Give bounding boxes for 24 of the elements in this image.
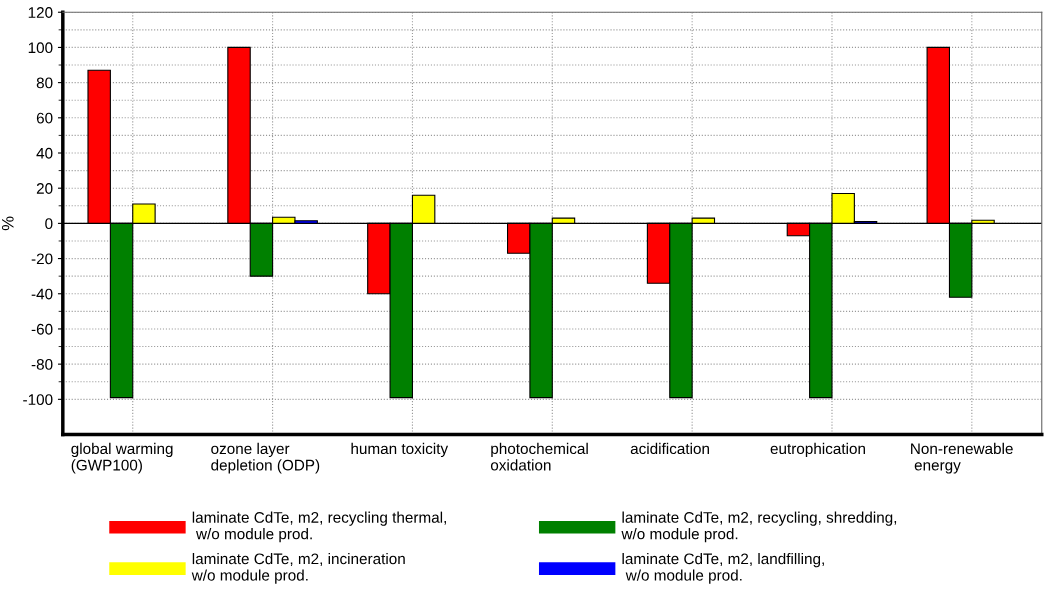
x-tick-label: photochemical oxidation: [490, 442, 588, 471]
x-tick-label: Non-renewable energy: [911, 442, 1013, 474]
y-tick-label: 60: [36, 112, 53, 124]
legend-label: laminate CdTe, m2, recycling, shredding, w/o module prod.: [621, 511, 897, 543]
x-tick-label: human toxicity: [351, 442, 449, 458]
y-tick-label: 0: [45, 218, 53, 230]
legend-label: laminate CdTe, m2, landfilling, w/o module prod.: [622, 553, 824, 584]
legend-label: laminate CdTe, m2, incineration w/o module prod.: [191, 553, 405, 584]
legend-label: laminate CdTe, m2, recycling thermal, w/o module prod.: [192, 511, 446, 543]
y-tick-label: -100: [23, 394, 53, 406]
x-tick-label: ozone layer depletion (ODP): [211, 442, 320, 474]
x-tick-label: acidification: [630, 442, 709, 455]
y-tick-label: -80: [31, 359, 53, 370]
y-tick-label: 100: [28, 42, 53, 54]
y-tick-label: -60: [31, 323, 53, 335]
x-tick-label: global warming (GWP100): [71, 442, 173, 474]
y-tick-label: 80: [36, 77, 53, 89]
y-tick-label: -40: [31, 288, 53, 300]
y-tick-label: 20: [36, 183, 53, 194]
y-tick-label: 120: [28, 7, 53, 18]
y-tick-label: -20: [31, 253, 53, 265]
y-axis-title: %: [1, 216, 14, 231]
x-tick-label: eutrophication: [770, 442, 865, 458]
y-tick-label: 40: [36, 147, 53, 159]
